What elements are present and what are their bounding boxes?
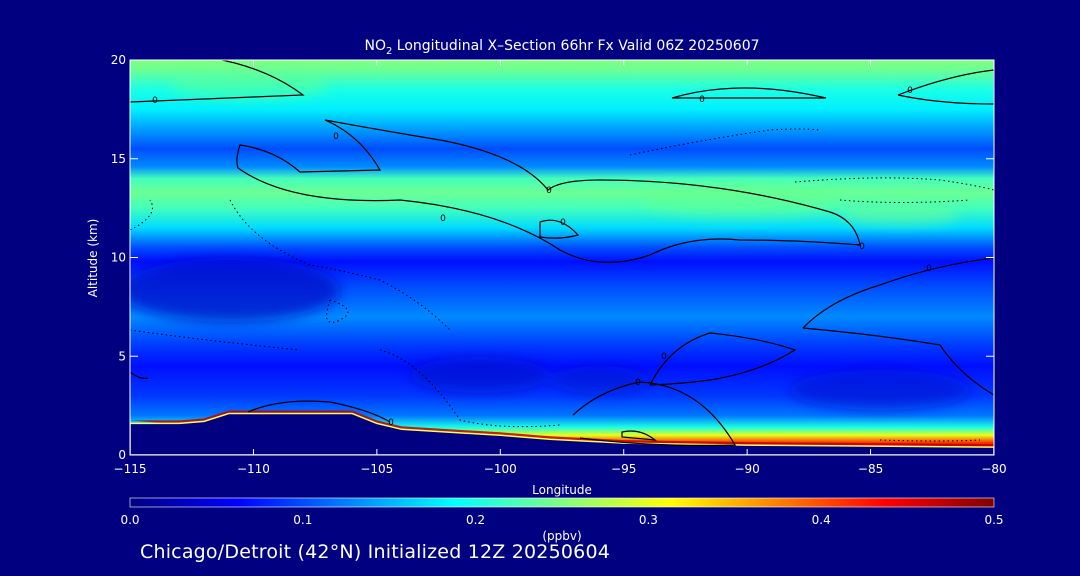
contour-line bbox=[802, 327, 994, 396]
x-tick-label: −85 bbox=[858, 462, 883, 476]
dotted-contours bbox=[130, 128, 994, 442]
contour-label: 0 bbox=[546, 186, 552, 196]
contour-label: 0 bbox=[699, 95, 705, 105]
contour-label: 0 bbox=[388, 418, 394, 428]
contour-line bbox=[897, 69, 994, 105]
dotted-contour bbox=[326, 299, 349, 323]
low-concentration-patch bbox=[410, 357, 550, 393]
dotted-contour bbox=[229, 199, 451, 331]
colorbar-tick-label: 0.5 bbox=[984, 513, 1003, 527]
dotted-contour bbox=[794, 177, 994, 191]
dotted-contour bbox=[839, 199, 971, 203]
y-tick-label: 0 bbox=[118, 448, 126, 462]
y-tick-label: 15 bbox=[111, 152, 126, 166]
high-concentration-patch bbox=[170, 71, 330, 99]
contour-label: 0 bbox=[440, 214, 446, 224]
contour-line bbox=[130, 371, 149, 379]
y-tick-label: 10 bbox=[111, 251, 126, 265]
y-axis-label: Altitude (km) bbox=[86, 219, 100, 298]
contour-line bbox=[236, 119, 861, 263]
field-patches bbox=[130, 71, 970, 410]
colorbar-tick-label: 0.4 bbox=[812, 513, 831, 527]
contour-line bbox=[130, 60, 305, 103]
contour-labels: 0 0 0 0 0 0 0 0 0 0 0 0 bbox=[152, 86, 932, 428]
low-concentration-patch bbox=[790, 370, 970, 410]
colorbar-tick-label: 0.3 bbox=[639, 513, 658, 527]
colorbar bbox=[129, 497, 995, 508]
x-tick-label: −100 bbox=[484, 462, 517, 476]
contour-label: 0 bbox=[859, 242, 865, 252]
y-axis-ticks: 0 5 10 15 20 bbox=[111, 53, 994, 462]
run-info-footer: Chicago/Detroit (42°N) Initialized 12Z 2… bbox=[140, 541, 611, 563]
contour-label: 0 bbox=[926, 264, 932, 274]
contour-line bbox=[649, 332, 797, 386]
contour-line bbox=[572, 381, 737, 446]
contour-label: 0 bbox=[635, 378, 641, 388]
y-tick-label: 20 bbox=[111, 53, 126, 67]
x-tick-label: −115 bbox=[114, 462, 147, 476]
x-axis-label: Longitude bbox=[532, 483, 592, 497]
colorbar-ticks: 0.0 0.1 0.2 0.3 0.4 0.5 bbox=[120, 513, 1003, 527]
contour-line bbox=[802, 257, 994, 329]
y-tick-label: 5 bbox=[118, 349, 126, 363]
plot-area: 0 0 0 0 0 0 0 0 0 0 0 0 bbox=[130, 60, 994, 455]
contour-label: 0 bbox=[560, 218, 566, 228]
terrain bbox=[130, 412, 994, 455]
colorbar-tick-label: 0.2 bbox=[466, 513, 485, 527]
contour-label: 0 bbox=[152, 96, 158, 106]
x-tick-label: −90 bbox=[734, 462, 759, 476]
contour-line bbox=[247, 400, 391, 423]
contour-label: 0 bbox=[661, 352, 667, 362]
contour-line bbox=[621, 430, 657, 441]
chart-title: NO2 Longitudinal X–Section 66hr Fx Valid… bbox=[364, 38, 759, 57]
x-tick-label: −80 bbox=[981, 462, 1006, 476]
colorbar-unit-label: (ppbv) bbox=[542, 529, 581, 543]
contour-line bbox=[671, 87, 827, 99]
contour-line bbox=[539, 219, 580, 239]
colorbar-tick-label: 0.1 bbox=[293, 513, 312, 527]
high-concentration-patch bbox=[840, 205, 960, 225]
x-tick-label: −95 bbox=[611, 462, 636, 476]
contour-lines bbox=[130, 60, 994, 446]
low-concentration-patch bbox=[130, 258, 340, 322]
x-tick-label: −105 bbox=[360, 462, 393, 476]
dotted-contour bbox=[379, 349, 561, 428]
low-concentration-patch bbox=[550, 366, 650, 394]
dotted-contour bbox=[629, 128, 821, 156]
high-concentration-patch bbox=[640, 184, 840, 216]
x-axis-ticks: −115 −110 −105 −100 −95 −90 −85 −80 bbox=[114, 60, 1007, 476]
dotted-contour bbox=[879, 439, 981, 442]
contour-label: 0 bbox=[333, 132, 339, 142]
colorbar-tick-label: 0.0 bbox=[120, 513, 139, 527]
dotted-contour bbox=[130, 199, 153, 231]
contour-label: 0 bbox=[907, 86, 913, 96]
x-tick-label: −110 bbox=[237, 462, 270, 476]
